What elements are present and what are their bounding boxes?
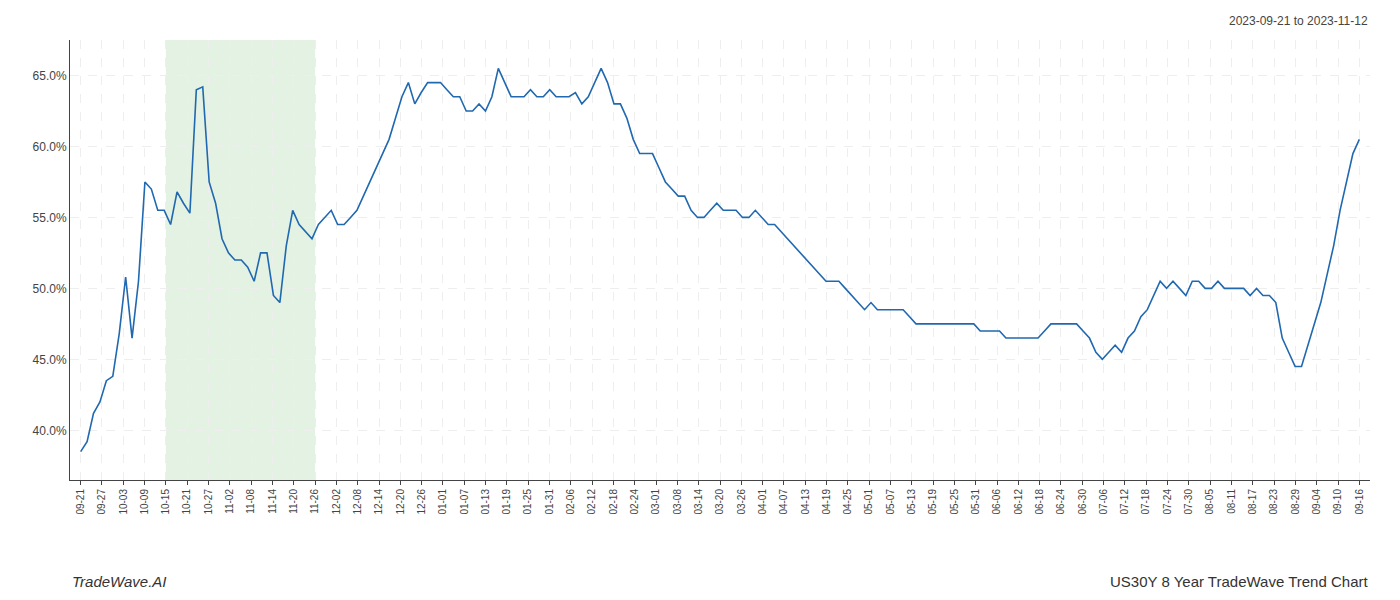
svg-text:2023-09-21 to 2023-11-12: 2023-09-21 to 2023-11-12 xyxy=(1229,14,1368,28)
svg-text:10-09: 10-09 xyxy=(139,489,150,515)
svg-text:40.0%: 40.0% xyxy=(33,424,67,438)
svg-text:04-19: 04-19 xyxy=(821,489,832,515)
svg-text:06-18: 06-18 xyxy=(1034,489,1045,515)
svg-text:09-10: 09-10 xyxy=(1332,489,1343,515)
svg-text:09-21: 09-21 xyxy=(75,489,86,515)
svg-text:03-14: 03-14 xyxy=(693,489,704,515)
svg-text:11-02: 11-02 xyxy=(224,489,235,514)
svg-text:12-14: 12-14 xyxy=(373,489,384,515)
svg-text:55.0%: 55.0% xyxy=(33,211,67,225)
svg-text:05-19: 05-19 xyxy=(927,489,938,515)
svg-text:01-13: 01-13 xyxy=(480,489,491,515)
svg-text:03-01: 03-01 xyxy=(650,489,661,515)
svg-text:07-06: 07-06 xyxy=(1098,489,1109,515)
svg-text:60.0%: 60.0% xyxy=(33,140,67,154)
svg-text:02-24: 02-24 xyxy=(629,489,640,515)
svg-text:06-30: 06-30 xyxy=(1077,489,1088,515)
svg-text:10-15: 10-15 xyxy=(160,489,171,515)
svg-text:01-19: 01-19 xyxy=(501,489,512,515)
svg-text:08-23: 08-23 xyxy=(1268,489,1279,515)
svg-text:05-07: 05-07 xyxy=(885,489,896,515)
svg-text:04-01: 04-01 xyxy=(757,489,768,515)
svg-text:08-29: 08-29 xyxy=(1290,489,1301,515)
svg-text:12-26: 12-26 xyxy=(416,489,427,515)
svg-text:09-27: 09-27 xyxy=(96,489,107,515)
svg-text:08-11: 08-11 xyxy=(1226,489,1237,514)
svg-text:05-31: 05-31 xyxy=(970,489,981,515)
svg-text:11-20: 11-20 xyxy=(288,489,299,514)
svg-text:11-26: 11-26 xyxy=(309,489,320,514)
svg-text:09-04: 09-04 xyxy=(1311,489,1322,515)
svg-text:10-27: 10-27 xyxy=(203,489,214,515)
svg-text:04-07: 04-07 xyxy=(778,489,789,515)
svg-text:12-20: 12-20 xyxy=(395,489,406,515)
svg-text:07-12: 07-12 xyxy=(1119,489,1130,515)
svg-text:05-01: 05-01 xyxy=(863,489,874,515)
svg-text:02-06: 02-06 xyxy=(565,489,576,515)
svg-text:10-21: 10-21 xyxy=(181,489,192,515)
svg-text:01-25: 01-25 xyxy=(522,489,533,515)
svg-text:01-31: 01-31 xyxy=(544,489,555,515)
svg-text:10-03: 10-03 xyxy=(118,489,129,515)
svg-text:08-05: 08-05 xyxy=(1204,489,1215,515)
svg-text:12-08: 12-08 xyxy=(352,489,363,515)
svg-text:12-02: 12-02 xyxy=(331,489,342,515)
svg-text:06-24: 06-24 xyxy=(1055,489,1066,515)
svg-text:65.0%: 65.0% xyxy=(33,69,67,83)
svg-text:02-18: 02-18 xyxy=(608,489,619,515)
svg-text:02-12: 02-12 xyxy=(586,489,597,515)
svg-text:07-30: 07-30 xyxy=(1183,489,1194,515)
svg-text:45.0%: 45.0% xyxy=(33,353,67,367)
svg-text:07-24: 07-24 xyxy=(1162,489,1173,515)
svg-text:50.0%: 50.0% xyxy=(33,282,67,296)
svg-text:03-26: 03-26 xyxy=(736,489,747,515)
svg-text:US30Y 8 Year TradeWave Trend C: US30Y 8 Year TradeWave Trend Chart xyxy=(1110,573,1368,590)
svg-text:05-25: 05-25 xyxy=(949,489,960,515)
svg-text:TradeWave.AI: TradeWave.AI xyxy=(72,573,166,590)
svg-text:11-08: 11-08 xyxy=(245,489,256,514)
svg-text:04-13: 04-13 xyxy=(800,489,811,515)
svg-text:01-07: 01-07 xyxy=(459,489,470,515)
svg-text:09-16: 09-16 xyxy=(1354,489,1365,515)
svg-text:06-06: 06-06 xyxy=(991,489,1002,515)
svg-text:06-12: 06-12 xyxy=(1013,489,1024,515)
svg-text:04-25: 04-25 xyxy=(842,489,853,515)
svg-text:03-08: 03-08 xyxy=(672,489,683,515)
svg-text:03-20: 03-20 xyxy=(714,489,725,515)
svg-text:05-13: 05-13 xyxy=(906,489,917,515)
svg-text:01-01: 01-01 xyxy=(437,489,448,515)
svg-text:08-17: 08-17 xyxy=(1247,489,1258,515)
svg-text:07-18: 07-18 xyxy=(1140,489,1151,515)
svg-text:11-14: 11-14 xyxy=(267,489,278,514)
